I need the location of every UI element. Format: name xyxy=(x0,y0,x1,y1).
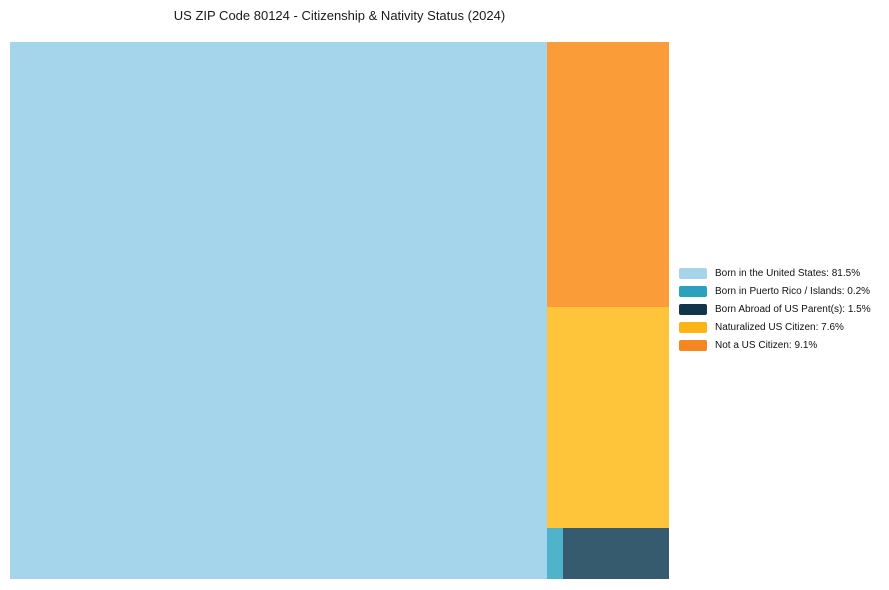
treemap-block-born-abroad-of-us-parents[interactable] xyxy=(563,528,669,579)
legend-item-not-a-us-citizen[interactable]: Not a US Citizen: 9.1% xyxy=(679,340,871,351)
treemap-block-born-in-puerto-rico-islands[interactable] xyxy=(547,528,563,579)
legend-label-born-abroad-of-us-parents: Born Abroad of US Parent(s): 1.5% xyxy=(715,304,871,315)
legend-item-born-in-united-states[interactable]: Born in the United States: 81.5% xyxy=(679,268,871,279)
legend-swatch-naturalized-us-citizen xyxy=(679,322,707,333)
chart-title: US ZIP Code 80124 - Citizenship & Nativi… xyxy=(173,8,506,23)
treemap-block-naturalized-us-citizen[interactable] xyxy=(547,307,669,528)
treemap xyxy=(10,42,669,579)
legend-swatch-not-a-us-citizen xyxy=(679,340,707,351)
treemap-block-born-in-united-states[interactable] xyxy=(10,42,547,579)
legend-item-naturalized-us-citizen[interactable]: Naturalized US Citizen: 7.6% xyxy=(679,322,871,333)
legend-label-naturalized-us-citizen: Naturalized US Citizen: 7.6% xyxy=(715,322,844,333)
legend-label-not-a-us-citizen: Not a US Citizen: 9.1% xyxy=(715,340,818,351)
legend-item-born-abroad-of-us-parents[interactable]: Born Abroad of US Parent(s): 1.5% xyxy=(679,304,871,315)
treemap-block-not-a-us-citizen[interactable] xyxy=(547,42,669,307)
legend-item-born-in-puerto-rico-islands[interactable]: Born in Puerto Rico / Islands: 0.2% xyxy=(679,286,871,297)
legend: Born in the United States: 81.5% Born in… xyxy=(679,268,871,351)
legend-swatch-born-abroad-of-us-parents xyxy=(679,304,707,315)
legend-swatch-born-in-united-states xyxy=(679,268,707,279)
legend-label-born-in-united-states: Born in the United States: 81.5% xyxy=(715,268,861,279)
legend-swatch-born-in-puerto-rico-islands xyxy=(679,286,707,297)
legend-label-born-in-puerto-rico-islands: Born in Puerto Rico / Islands: 0.2% xyxy=(715,286,871,297)
